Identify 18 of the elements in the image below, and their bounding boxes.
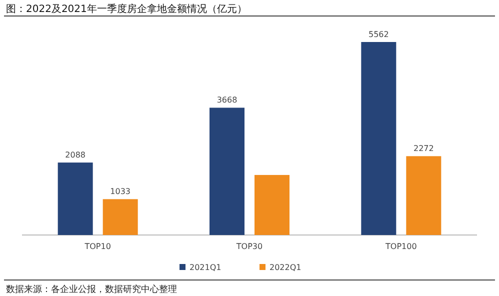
bar [406, 156, 442, 235]
source-note: 数据来源：各企业公报，数据研究中心整理 [6, 284, 177, 295]
chart-title: 图：2022及2021年一季度房企拿地金额情况（亿元） [6, 3, 247, 15]
bar [210, 108, 244, 235]
data-label: 2272 [413, 144, 434, 154]
legend-label: 2021Q1 [190, 263, 222, 272]
bar [254, 174, 290, 235]
x-tick-label: TOP10 [84, 242, 111, 251]
x-tick-label: TOP100 [384, 242, 417, 251]
bar [361, 42, 396, 235]
bar [102, 199, 138, 235]
data-label: 2088 [65, 150, 86, 160]
legend-label: 2022Q1 [270, 263, 302, 272]
data-label: 5562 [368, 30, 389, 39]
bar [58, 162, 93, 235]
x-tick-label: TOP30 [235, 242, 263, 251]
data-label: 3668 [216, 96, 238, 105]
data-label: 1033 [110, 187, 131, 196]
